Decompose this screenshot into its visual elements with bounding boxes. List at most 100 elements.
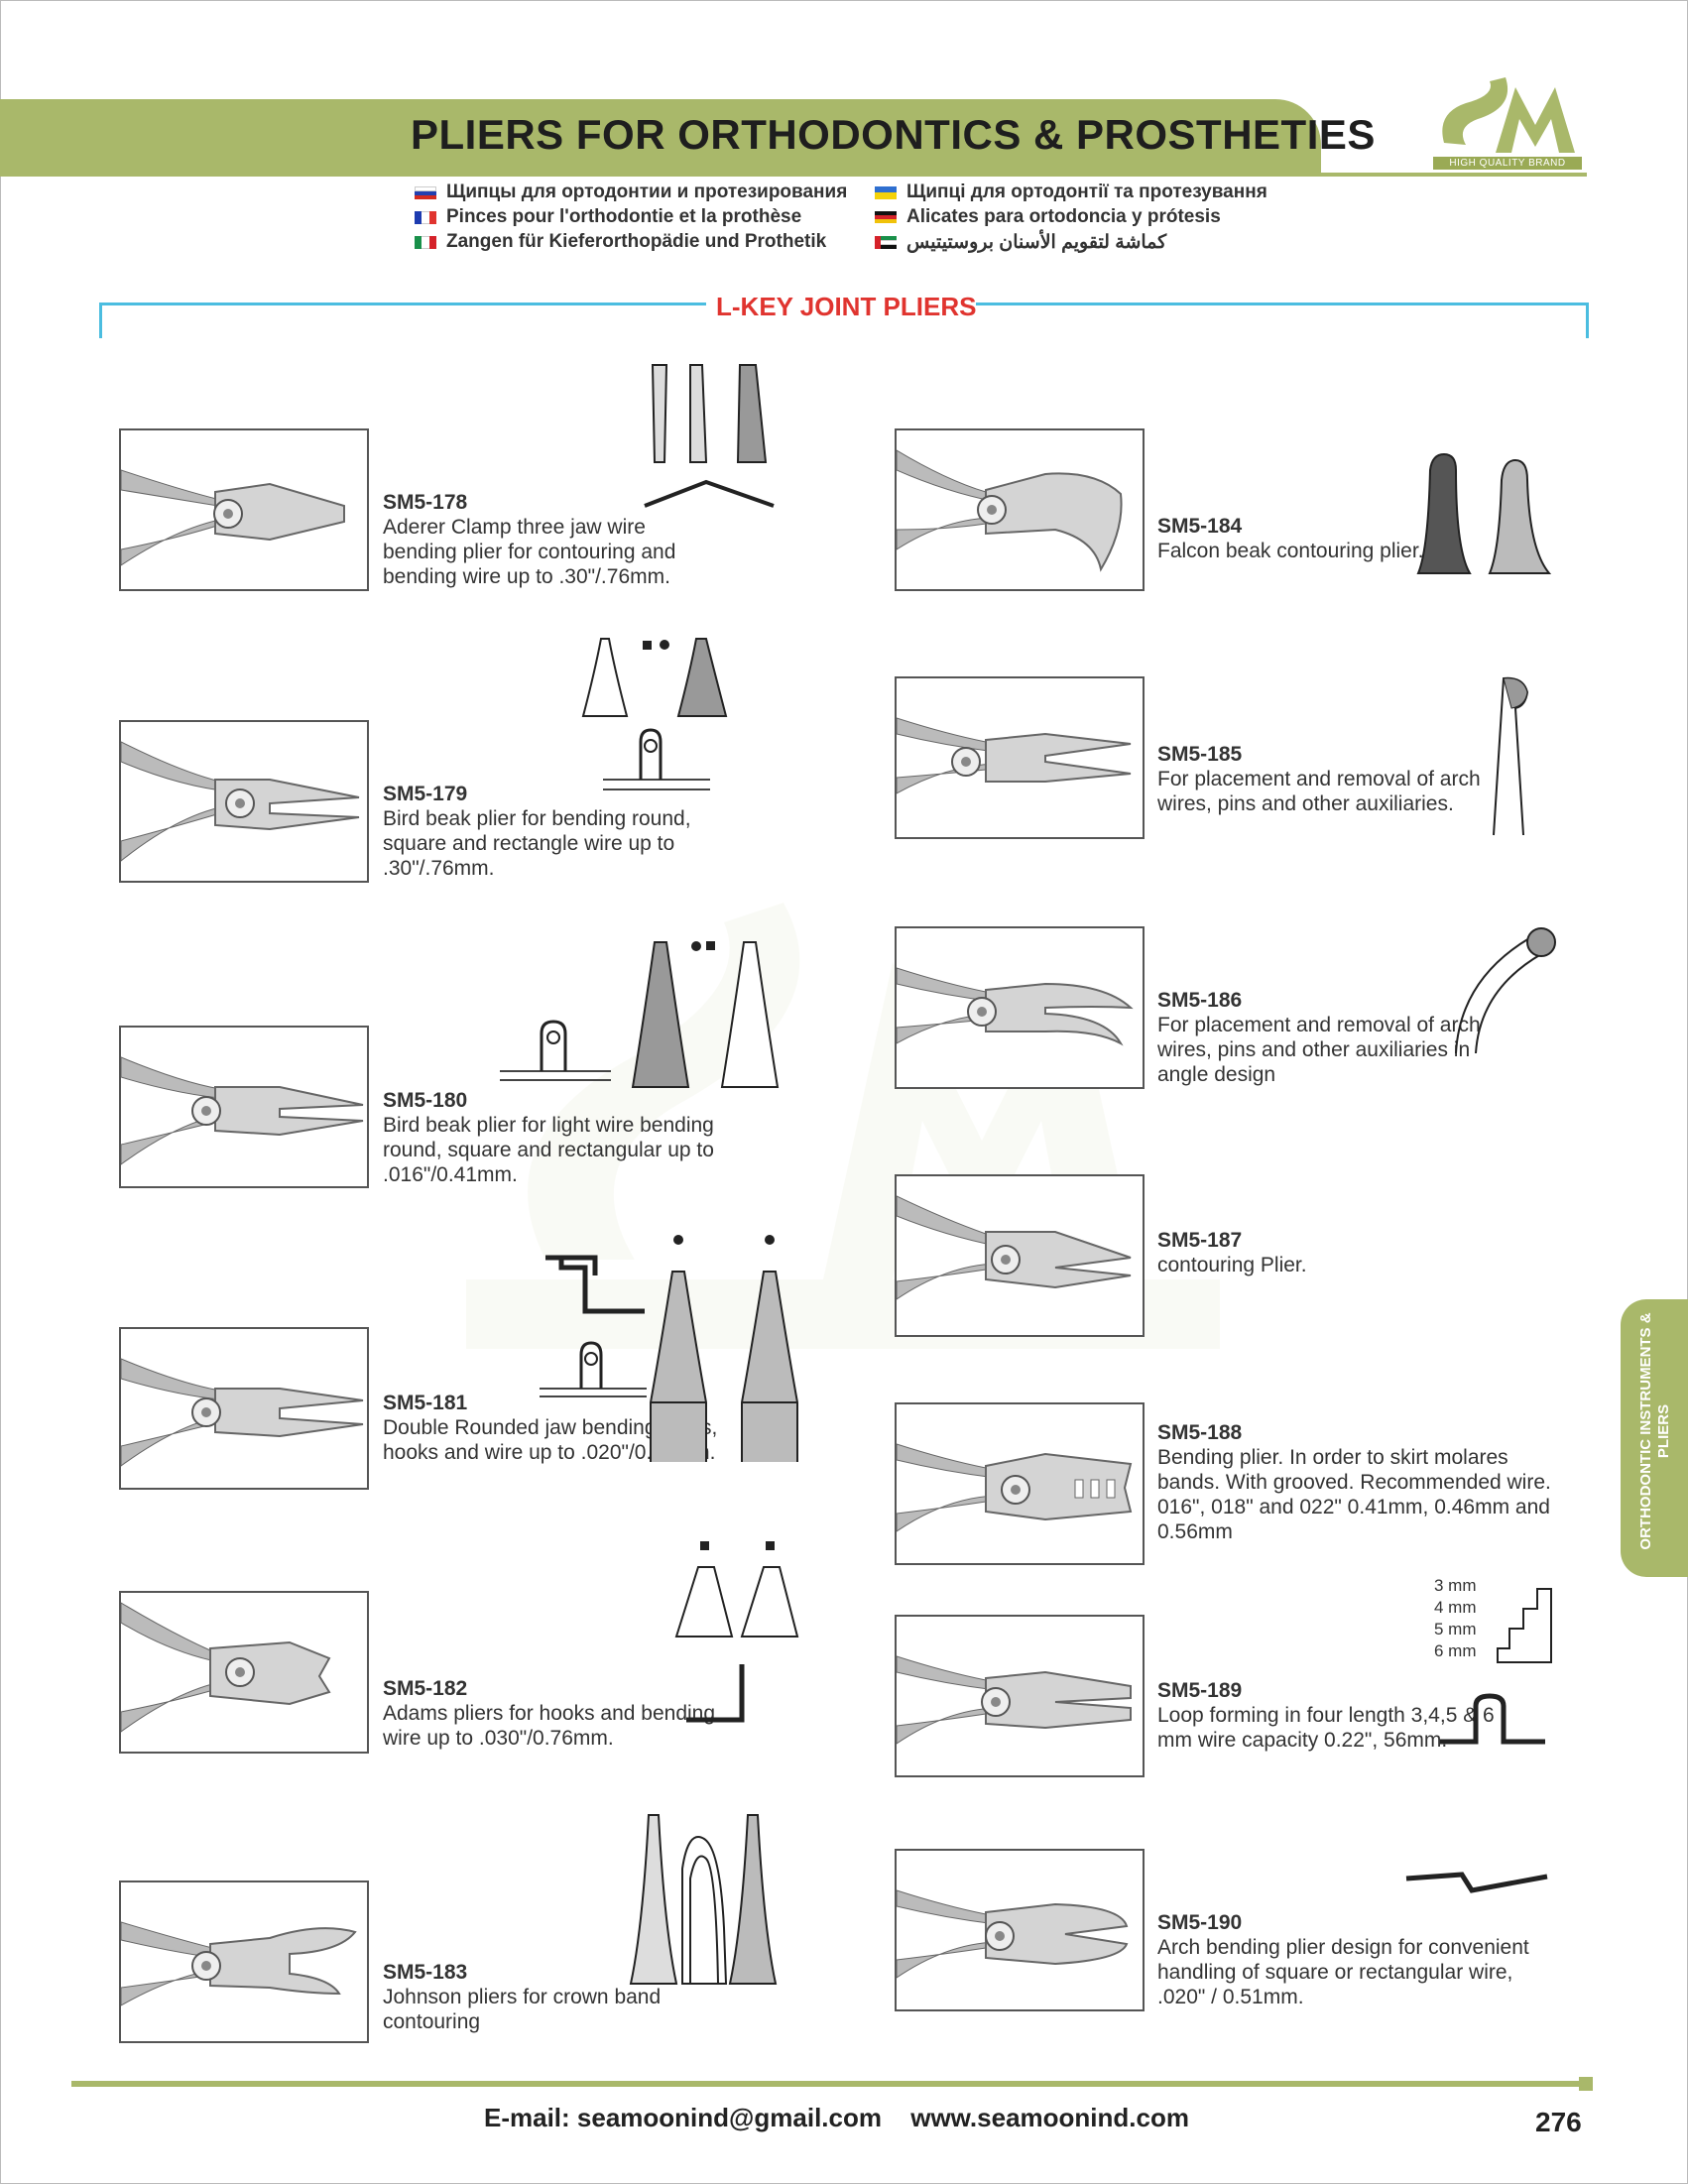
product-description: Adams pliers for hooks and bending wire …: [383, 1702, 716, 1750]
plier-icon: [121, 1921, 357, 2006]
section-rule-right: [976, 303, 1589, 305]
step-label: 6 mm: [1434, 1641, 1477, 1660]
step-label: 3 mm: [1434, 1576, 1477, 1595]
plier-icon: [121, 741, 360, 862]
product-code: SM5-190: [1157, 1911, 1243, 1934]
product-photo-sm5-189: [895, 1615, 1145, 1777]
product-code: SM5-180: [383, 1089, 468, 1112]
side-tab-label: ORTHODONTIC INSTRUMENTS & PLIERS: [1637, 1312, 1672, 1550]
product-code: SM5-179: [383, 783, 468, 805]
step-outline-icon: [1497, 1588, 1552, 1663]
product-code: SM5-188: [1157, 1421, 1243, 1444]
plier-icon: [121, 1056, 364, 1165]
plier-icon: [897, 717, 1132, 794]
section-rule-left: [99, 303, 706, 305]
product-sm5-190: SM5-190 Arch bending plier design for co…: [1157, 1910, 1554, 2009]
product-photo-sm5-181: [119, 1327, 369, 1490]
translation-fr: Pinces pour l'orthodontie et la prothèse: [415, 206, 801, 228]
wire-bend-diagram-sm5-190: [1405, 1872, 1548, 1893]
product-description: Loop forming in four length 3,4,5 & 6 mm…: [1157, 1704, 1495, 1752]
step-label: 4 mm: [1434, 1598, 1477, 1617]
plier-icon: [897, 1195, 1132, 1300]
product-description: Arch bending plier design for convenient…: [1157, 1936, 1529, 2008]
section-title: L-KEY JOINT PLIERS: [716, 292, 977, 321]
section-tick-left: [99, 303, 102, 338]
flag-fr-icon: [415, 210, 436, 224]
product-sm5-186: SM5-186 For placement and removal of arc…: [1157, 988, 1495, 1087]
product-code: SM5-185: [1157, 743, 1243, 766]
jaw-tip-diagram-sm5-179: [581, 638, 728, 790]
jaw-tip-diagram-sm5-178: [644, 364, 775, 508]
product-code: SM5-187: [1157, 1229, 1243, 1252]
page-number: 276: [1535, 2107, 1582, 2137]
jaw-tip-diagram-sm5-183: [629, 1814, 778, 1985]
product-code: SM5-186: [1157, 989, 1243, 1012]
footer-website: www.seamoonind.com: [910, 2103, 1189, 2132]
plier-icon: [121, 469, 345, 566]
product-code: SM5-189: [1157, 1679, 1243, 1702]
step-diagram-sm5-189: 3 mm 4 mm 5 mm 6 mm: [1434, 1575, 1583, 1666]
jaw-tip-diagram-sm5-184: [1416, 452, 1552, 574]
flag-ae-icon: [875, 236, 897, 250]
section-tick-right: [1586, 303, 1589, 338]
plier-icon: [897, 1655, 1132, 1745]
footer-rule-end: [1579, 2077, 1593, 2091]
product-photo-sm5-182: [119, 1591, 369, 1754]
product-code: SM5-183: [383, 1961, 468, 1984]
product-description: contouring Plier.: [1157, 1254, 1307, 1276]
translation-ru: Щипцы для ортодонтии и протезирования: [415, 182, 847, 203]
product-photo-sm5-178: [119, 428, 369, 591]
product-code: SM5-181: [383, 1392, 468, 1414]
plier-icon: [121, 1358, 364, 1467]
plier-icon: [897, 1443, 1133, 1532]
product-description: Bird beak plier for bending round, squar…: [383, 807, 691, 880]
plier-icon: [897, 967, 1134, 1046]
page-title: PLIERS FOR ORTHODONTICS & PROSTHETIES: [411, 111, 1376, 158]
flag-de-icon: [875, 210, 897, 224]
product-code: SM5-182: [383, 1677, 468, 1700]
product-sm5-178: SM5-178 Aderer Clamp three jaw wire bend…: [383, 490, 720, 589]
translation-ae: كماشة لتقويم الأسنان بروستيتيس: [875, 231, 1166, 254]
translation-ua: Щипці для ортодонтії та протезування: [875, 182, 1267, 203]
product-sm5-179: SM5-179 Bird beak plier for bending roun…: [383, 782, 720, 881]
plier-icon: [897, 1889, 1129, 1979]
header-band: [0, 99, 1321, 177]
product-description: Bending plier. In order to skirt molares…: [1157, 1446, 1551, 1543]
product-photo-sm5-184: [895, 428, 1145, 591]
footer-contact: E-mail: seamoonind@gmail.com www.seamoon…: [484, 2103, 1211, 2133]
flag-ua-icon: [875, 185, 897, 199]
product-sm5-182: SM5-182 Adams pliers for hooks and bendi…: [383, 1676, 720, 1751]
jaw-tip-diagram-sm5-181: [540, 1235, 798, 1462]
translation-it: Zangen für Kieferorthopädie und Protheti…: [415, 231, 826, 253]
footer-rule: [71, 2081, 1589, 2087]
product-photo-sm5-187: [895, 1174, 1145, 1337]
product-photo-sm5-186: [895, 926, 1145, 1089]
product-sm5-188: SM5-188 Bending plier. In order to skirt…: [1157, 1420, 1574, 1544]
product-description: Johnson pliers for crown band contouring: [383, 1986, 662, 2033]
jaw-tip-diagram-sm5-185: [1493, 676, 1529, 836]
product-sm5-181: SM5-181 Double Rounded jaw bending plier…: [383, 1391, 720, 1465]
product-sm5-189: SM5-189 Loop forming in four length 3,4,…: [1157, 1678, 1495, 1753]
translation-de: Alicates para ortodoncia y prótesis: [875, 206, 1221, 228]
product-sm5-187: SM5-187 contouring Plier.: [1157, 1228, 1495, 1277]
step-label: 5 mm: [1434, 1620, 1477, 1638]
flag-it-icon: [415, 235, 436, 249]
logo-tagline: HIGH QUALITY BRAND: [1433, 157, 1582, 170]
product-photo-sm5-179: [119, 720, 369, 883]
jaw-tip-diagram-sm5-186: [1455, 927, 1556, 1054]
product-description: Aderer Clamp three jaw wire bending plie…: [383, 516, 676, 588]
flag-ru-icon: [415, 185, 436, 199]
product-photo-sm5-183: [119, 1881, 369, 2043]
product-photo-sm5-185: [895, 676, 1145, 839]
jaw-tip-diagram-sm5-182: [674, 1541, 799, 1723]
loop-diagram-sm5-189: [1440, 1693, 1545, 1745]
product-photo-sm5-188: [895, 1402, 1145, 1565]
plier-icon: [121, 1602, 331, 1733]
product-sm5-183: SM5-183 Johnson pliers for crown band co…: [383, 1960, 720, 2034]
product-code: SM5-184: [1157, 515, 1243, 538]
product-description: Falcon beak contouring plier.: [1157, 540, 1424, 562]
product-sm5-184: SM5-184 Falcon beak contouring plier.: [1157, 514, 1495, 563]
header-rule: [1289, 173, 1587, 177]
product-code: SM5-178: [383, 491, 468, 514]
